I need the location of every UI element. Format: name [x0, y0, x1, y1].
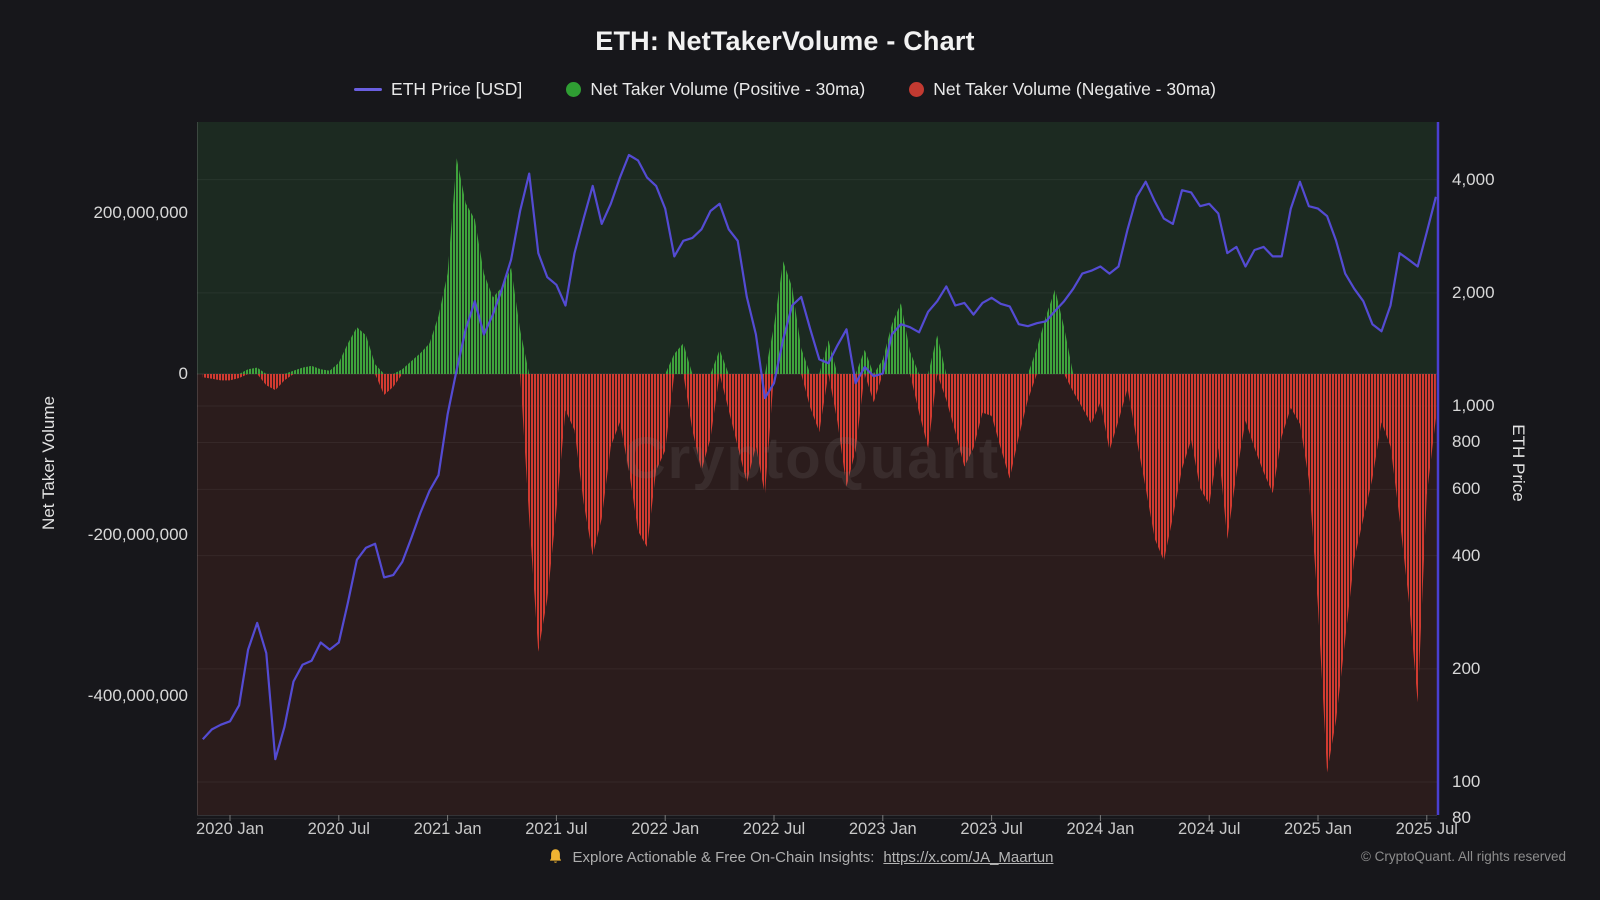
eth-price-line[interactable]	[201, 153, 1437, 761]
negative-volume-series[interactable]	[202, 374, 1436, 773]
legend-item-positive-volume[interactable]: Net Taker Volume (Positive - 30ma)	[566, 79, 865, 100]
footer-insights: Explore Actionable & Free On-Chain Insig…	[0, 844, 1600, 870]
y-left-tick-label: 0	[178, 364, 188, 383]
y-left-tick-label: 200,000,000	[93, 203, 188, 222]
copyright-text: © CryptoQuant. All rights reserved	[1360, 849, 1566, 864]
y-right-tick-label: 400	[1452, 545, 1481, 565]
x-tick-label: 2024 Jul	[1177, 820, 1241, 838]
x-tick-label: 2021 Jul	[525, 820, 588, 838]
x-tick-label: 2023 Jan	[848, 820, 917, 838]
y-right-tick-label: 4,000	[1452, 169, 1495, 189]
y-right-tick-label: 600	[1452, 479, 1481, 499]
y-right-tick-label: 200	[1452, 658, 1481, 678]
legend-label: ETH Price [USD]	[391, 78, 523, 99]
legend-item-eth-price[interactable]: ETH Price [USD]	[354, 79, 522, 100]
y-left-tick-label: -400,000,000	[87, 686, 188, 705]
cryptoquant-watermark: CryptoQuant	[624, 426, 1000, 491]
x-tick-label: 2025 Jan	[1284, 820, 1352, 838]
footer-link[interactable]: https://x.com/JA_Maartun	[883, 848, 1054, 866]
footer-text: Explore Actionable & Free On-Chain Insig…	[572, 848, 875, 866]
positive-volume-series[interactable]	[202, 158, 1436, 374]
x-tick-label: 2021 Jan	[413, 820, 482, 838]
x-tick-label: 2023 Jul	[960, 820, 1023, 838]
negative-volume-swatch-icon	[909, 81, 925, 97]
x-tick-label: 2020 Jul	[307, 820, 370, 838]
y-right-tick-label: 100	[1452, 772, 1481, 791]
right-axis-title: ETH Price	[1509, 424, 1528, 502]
left-axis-title: Net Taker Volume	[39, 396, 58, 530]
x-tick-label: 2024 Jan	[1066, 820, 1135, 838]
y-right-tick-label: 800	[1452, 432, 1481, 452]
price-line-swatch-icon	[354, 87, 383, 91]
x-tick-label: 2020 Jan	[196, 820, 264, 838]
x-tick-label: 2022 Jan	[631, 820, 700, 838]
legend-label: Net Taker Volume (Negative - 30ma)	[933, 78, 1216, 99]
x-tick-label: 2022 Jul	[742, 820, 806, 838]
legend-label: Net Taker Volume (Positive - 30ma)	[590, 78, 866, 99]
y-right-tick-label: 2,000	[1452, 282, 1495, 302]
y-right-tick-label: 1,000	[1452, 396, 1495, 415]
bell-icon	[549, 849, 561, 863]
x-tick-label: 2025 Jul	[1395, 820, 1458, 838]
positive-volume-swatch-icon	[566, 81, 582, 97]
page-title: ETH: NetTakerVolume - Chart	[595, 26, 975, 56]
legend-item-negative-volume[interactable]: Net Taker Volume (Negative - 30ma)	[909, 79, 1216, 100]
plot-bg-positive	[197, 122, 1437, 374]
chart-legend: ETH Price [USD] Net Taker Volume (Positi…	[0, 76, 1570, 102]
y-right-tick-label: 80	[1452, 808, 1471, 828]
y-left-tick-label: -200,000,000	[87, 525, 188, 544]
